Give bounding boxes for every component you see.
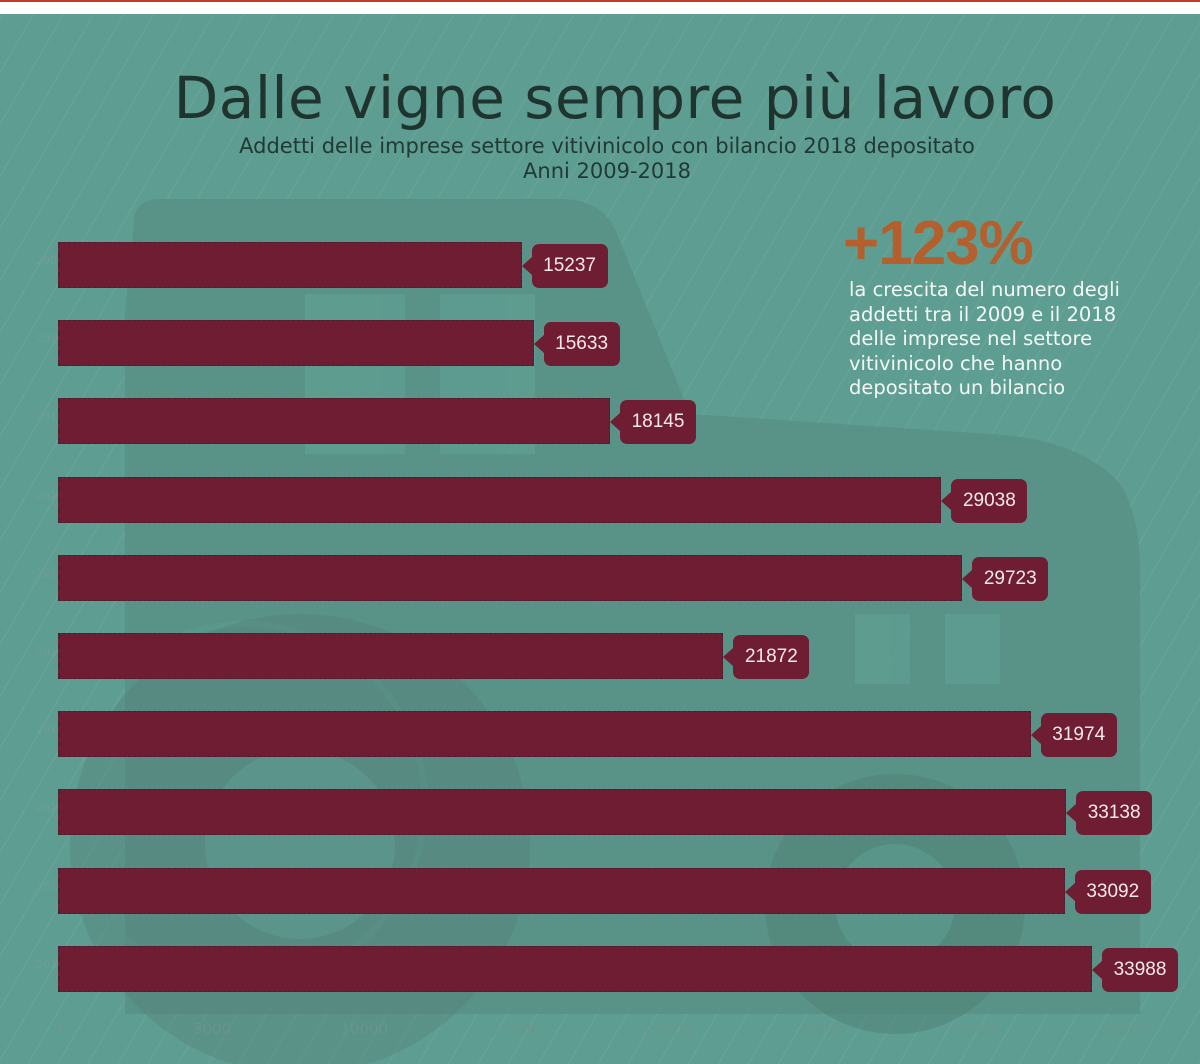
- bar: [58, 789, 1067, 836]
- bar: [58, 476, 942, 523]
- year-label: 2018: [36, 957, 64, 971]
- bar-row: 2017 33092: [0, 867, 1200, 914]
- bar-row: 2013 29723: [0, 554, 1200, 601]
- year-label: 2009: [36, 254, 64, 267]
- x-axis-tick: 15000: [492, 1020, 541, 1038]
- bar-row: 2009 15237: [0, 242, 1200, 288]
- value-tag: 31974: [1030, 713, 1117, 758]
- x-axis-tick: 35000: [1100, 1020, 1149, 1038]
- growth-value: +123%: [843, 209, 1034, 278]
- year-label: 2013: [36, 566, 64, 580]
- value-tag: 15237: [521, 244, 608, 288]
- year-label: 2016: [36, 801, 64, 815]
- value-tag: 33092: [1064, 869, 1151, 914]
- bar: [58, 554, 963, 601]
- bar-row: 2011 18145: [0, 398, 1200, 445]
- x-axis-tick: 25000: [796, 1020, 845, 1038]
- x-axis-tick: 30000: [948, 1020, 997, 1038]
- infographic-panel: Dalle vigne sempre più lavoro Addetti de…: [0, 14, 1200, 1064]
- growth-description-line: addetti tra il 2009 e il 2018: [849, 302, 1117, 326]
- subtitle-line-2: Anni 2009-2018: [523, 159, 691, 183]
- bar: [58, 320, 534, 367]
- x-axis-tick: 20000: [644, 1020, 693, 1038]
- chart-title: Dalle vigne sempre più lavoro: [173, 64, 1057, 132]
- value-tag: 18145: [610, 400, 697, 445]
- bar-row: 2010 15633: [0, 320, 1200, 367]
- growth-description-line: depositato un bilancio: [849, 376, 1066, 399]
- bar-row: 2015 31974: [0, 711, 1200, 758]
- x-axis-tick: 5000: [193, 1020, 232, 1038]
- year-label: 2011: [36, 410, 64, 424]
- top-rule: [0, 0, 1200, 2]
- year-label: 2017: [36, 879, 64, 893]
- growth-description-line: la crescita del numero degli: [849, 278, 1120, 301]
- year-label: 2014: [36, 645, 64, 658]
- bar: [58, 867, 1065, 914]
- value-tag: 29723: [962, 556, 1049, 601]
- value-tag: 33988: [1092, 947, 1178, 992]
- bar: [58, 398, 611, 445]
- bar: [58, 242, 522, 288]
- x-axis-tick: 0: [55, 1020, 65, 1038]
- value-tag: 29038: [941, 478, 1028, 523]
- x-axis-tick: 10000: [340, 1020, 389, 1038]
- growth-description-line: vitivinicolo che hanno: [849, 351, 1063, 375]
- year-label: 2012: [36, 488, 64, 502]
- value-tag: 21872: [723, 635, 810, 679]
- growth-description-line: delle imprese nel settore: [849, 327, 1093, 350]
- value-tag: 15633: [533, 322, 620, 367]
- bar: [58, 633, 724, 679]
- bar: [58, 945, 1092, 992]
- bar-row: 2014 21872: [0, 633, 1200, 679]
- year-label: 2010: [36, 332, 64, 346]
- growth-callout: +123% la crescita del numero degli addet…: [843, 212, 1193, 401]
- bar: [58, 711, 1031, 758]
- year-label: 2015: [36, 723, 64, 737]
- chart-subtitle: Addetti delle imprese settore vitivinico…: [0, 134, 1200, 184]
- bar-row: 2016 33138: [0, 789, 1200, 836]
- bar-row: 2012 29038: [0, 476, 1200, 523]
- bar-row: 2018 33988: [0, 945, 1200, 992]
- subtitle-line-1: Addetti delle imprese settore vitivinico…: [239, 134, 975, 158]
- bar-chart: 2009 15237 2010 15633 2011 18145 2012 29038 2013…: [0, 14, 1200, 1064]
- growth-description: la crescita del numero degli addetti tra…: [849, 278, 1193, 401]
- value-tag: 33138: [1066, 791, 1153, 836]
